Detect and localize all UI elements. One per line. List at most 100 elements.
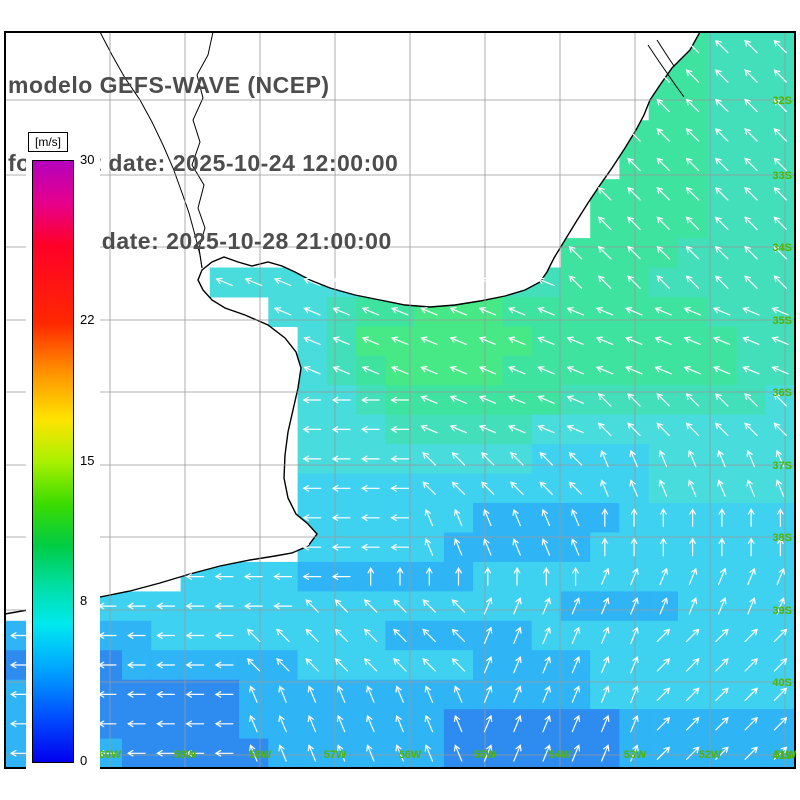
wind-arrow [539, 452, 553, 466]
wind-arrow [715, 746, 729, 760]
wind-arrow [542, 744, 551, 762]
wind-arrow [568, 481, 583, 495]
wind-arrow [685, 128, 700, 142]
colorbar-gradient [32, 160, 74, 763]
wind-arrow [773, 628, 788, 643]
wind-arrow [420, 336, 438, 345]
wind-arrow [480, 481, 495, 495]
lat-label: 35S [772, 315, 792, 327]
wind-arrow [305, 658, 319, 672]
wind-arrow [572, 566, 579, 586]
wind-arrow [571, 597, 581, 615]
wind-arrow [478, 336, 497, 345]
wind-arrow [422, 452, 436, 466]
lon-label: 60W [99, 749, 122, 761]
wind-arrow [715, 658, 729, 672]
wind-arrow [656, 746, 671, 760]
wind-arrow [571, 626, 581, 644]
wind-arrow [688, 449, 697, 468]
wind-arrow [390, 366, 409, 375]
wind-arrow [361, 336, 380, 345]
wind-arrow [688, 567, 698, 586]
wind-arrow [656, 128, 670, 142]
wind-arrow [510, 481, 524, 495]
wind-arrow [747, 508, 755, 527]
wind-arrow [185, 720, 205, 728]
map-frame-border [4, 31, 796, 769]
wind-arrow [686, 716, 700, 731]
wind-arrow [390, 426, 410, 433]
wind-arrow [656, 157, 670, 172]
wind-arrow [773, 687, 788, 701]
wind-arrow [449, 395, 467, 404]
wind-arrow [744, 216, 758, 230]
wind-arrow [625, 366, 643, 375]
wind-arrow [478, 277, 497, 287]
wind-arrow [451, 628, 466, 643]
wind-arrow [714, 98, 729, 113]
wind-arrow [656, 393, 670, 407]
wind-arrow [332, 366, 350, 375]
wind-arrow [571, 538, 580, 556]
wind-arrow [683, 366, 701, 375]
wind-arrow [512, 538, 521, 556]
wind-arrow [483, 685, 493, 703]
wind-arrow [542, 626, 551, 644]
wind-arrow [513, 597, 522, 615]
wind-arrow [396, 566, 404, 586]
wind-arrow [541, 508, 551, 527]
wind-arrow [331, 543, 351, 551]
wind-arrow [484, 566, 492, 586]
wind-arrow [185, 632, 205, 639]
wind-arrow [773, 98, 787, 113]
wind-arrow [747, 537, 755, 557]
wind-arrow [390, 485, 410, 492]
colorbar-tick-label: 8 [80, 592, 88, 608]
wind-arrow [688, 479, 697, 497]
wind-arrow [185, 661, 205, 669]
wind-arrow [714, 39, 729, 54]
lat-label: 33S [772, 170, 792, 182]
wind-arrow [712, 366, 731, 375]
wind-arrow [332, 277, 350, 287]
wind-arrow [9, 749, 29, 757]
wind-arrow [537, 395, 555, 404]
wind-arrow [654, 336, 672, 345]
lat-label: 36S [772, 387, 792, 399]
lat-label: 38S [772, 532, 792, 544]
wind-arrow [302, 543, 322, 551]
wind-arrow [654, 366, 672, 375]
wind-arrow [714, 393, 729, 407]
wind-arrow [425, 566, 433, 586]
wind-arrow [363, 599, 378, 613]
wind-arrow [627, 187, 641, 201]
wind-arrow [714, 69, 729, 83]
wind-arrow [685, 69, 700, 83]
wind-arrow [127, 632, 146, 639]
wind-arrow [156, 720, 175, 728]
wind-arrow [508, 366, 526, 375]
wind-arrow [685, 157, 700, 172]
wind-arrow [302, 573, 322, 580]
wind-arrow [537, 424, 555, 434]
wind-arrow [566, 366, 584, 375]
wind-arrow [566, 395, 584, 404]
wind-arrow [714, 187, 729, 201]
wind-arrow [656, 658, 671, 672]
wind-arrow [478, 424, 497, 434]
lon-label: 54W [549, 749, 572, 761]
wind-arrow [597, 422, 612, 437]
wind-arrow [243, 602, 263, 610]
wind-arrow [424, 508, 434, 527]
wind-arrow [331, 426, 351, 433]
wind-arrow [660, 537, 667, 557]
wind-arrow [773, 187, 787, 201]
wind-arrow [331, 485, 351, 492]
wind-arrow [449, 307, 467, 316]
colorbar: [m/s] 30 22 15 8 0 [26, 130, 100, 782]
wind-arrow [630, 567, 639, 586]
wind-arrow [424, 744, 434, 762]
wind-arrow [451, 599, 466, 613]
wind-arrow [395, 685, 404, 703]
